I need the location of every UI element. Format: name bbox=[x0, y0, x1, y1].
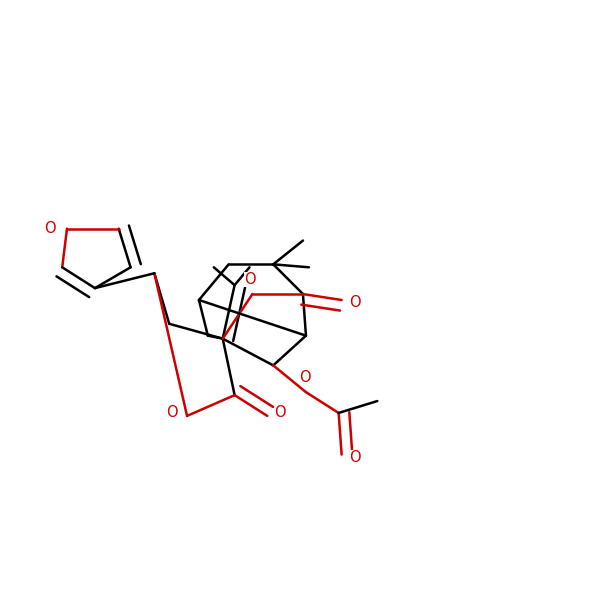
Text: O: O bbox=[275, 406, 286, 421]
Text: O: O bbox=[44, 221, 56, 236]
Text: O: O bbox=[244, 272, 255, 287]
Text: O: O bbox=[299, 370, 311, 385]
Text: O: O bbox=[349, 450, 361, 465]
Text: O: O bbox=[166, 406, 178, 421]
Text: O: O bbox=[349, 295, 361, 310]
